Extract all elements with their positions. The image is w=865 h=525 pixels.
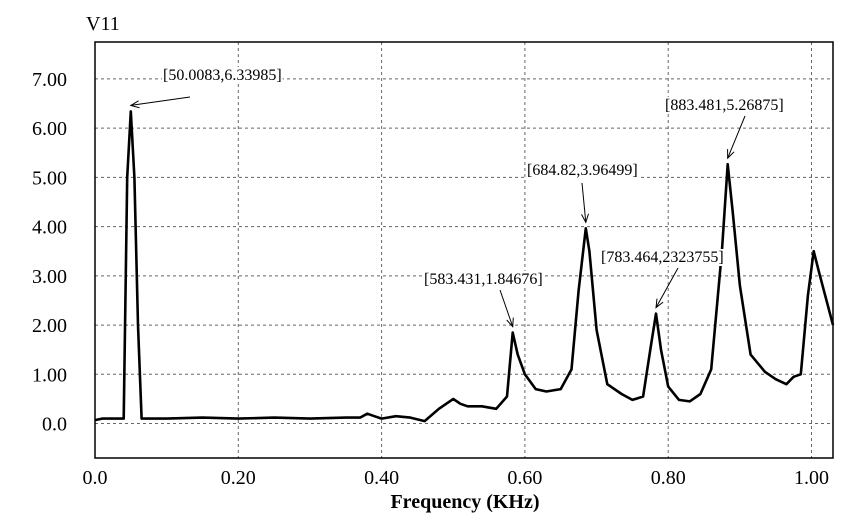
annotation-label-background — [600, 249, 725, 266]
annotation-arrowhead — [581, 213, 589, 224]
annotation-arrow — [581, 182, 587, 223]
x-tick-label: 0.40 — [364, 467, 399, 489]
y-tick-label: 6.00 — [32, 118, 67, 140]
annotation-label: [50.0083,6.33985] — [163, 67, 282, 84]
tick-labels: 0.0 0.20 0.40 0.60 0.80 1.00 0.0 1.00 2.00 3.00 4.… — [32, 69, 829, 489]
x-tick-label: 0.60 — [507, 467, 542, 489]
annotation-arrow — [655, 267, 679, 308]
annotation-arrowhead — [506, 317, 514, 328]
plot-frame — [94, 41, 834, 459]
x-tick-label: 0.20 — [221, 467, 256, 489]
annotation-label: [783.464,2323755] — [601, 249, 724, 266]
x-tick-label: 1.00 — [794, 467, 829, 489]
y-tick-label: 2.00 — [32, 315, 67, 337]
series-line-v11 — [94, 110, 835, 423]
x-tick-label: 0.0 — [83, 467, 108, 489]
annotation-label: [684.82,3.96499] — [527, 162, 638, 179]
y-tick-label: 1.00 — [32, 364, 67, 386]
annotation-label: [583.431,1.84676] — [424, 271, 543, 288]
grid — [95, 42, 833, 458]
series-title: V11 — [86, 13, 120, 35]
annotation-label-background — [423, 271, 544, 288]
peak-annotations: [50.0083,6.33985] [583.431,1.84676] [684.8… — [129, 67, 785, 328]
annotation-arrow — [727, 115, 746, 159]
y-tick-label: 3.00 — [32, 266, 67, 288]
annotation-label-background — [664, 97, 785, 114]
annotation-arrow — [130, 96, 191, 106]
y-tick-label: 7.00 — [32, 69, 67, 91]
annotation-arrowhead — [727, 149, 735, 160]
annotation-label-background — [162, 67, 283, 84]
annotation-arrow — [499, 289, 514, 327]
x-tick-label: 0.80 — [651, 467, 686, 489]
annotation-arrowhead — [655, 298, 664, 309]
y-tick-label: 4.00 — [32, 217, 67, 239]
y-tick-label: 5.00 — [32, 167, 67, 189]
annotation-label-background — [526, 162, 639, 179]
y-tick-label: 0.0 — [42, 414, 67, 436]
annotation-arrowhead — [129, 100, 140, 109]
annotation-label: [883.481,5.26875] — [665, 97, 784, 114]
x-axis-title: Frequency (KHz) — [390, 491, 539, 513]
